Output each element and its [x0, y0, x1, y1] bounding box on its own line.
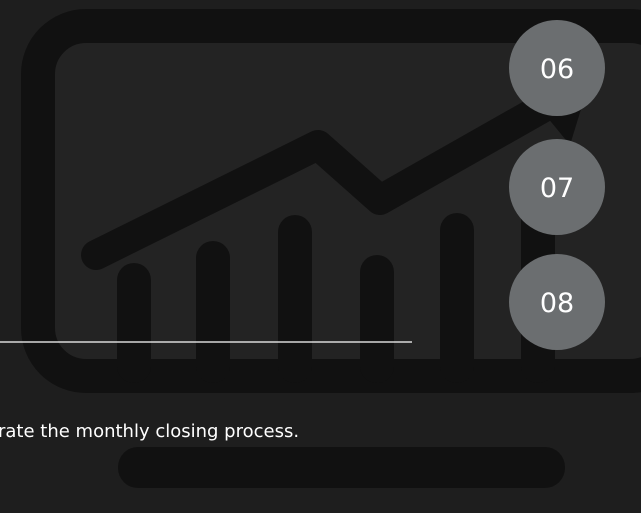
step-badge [509, 139, 605, 235]
step-number: 07 [540, 173, 574, 204]
step-badge [509, 20, 605, 116]
step-badge [509, 254, 605, 350]
step-number: 08 [540, 288, 574, 319]
caption: rate the monthly closing process. [0, 421, 299, 442]
trend-line [81, 83, 575, 270]
step-list: 06 07 08 [509, 20, 605, 350]
monitor-frame [21, 9, 641, 393]
monitor-stand [118, 447, 565, 488]
step-number: 06 [540, 54, 574, 85]
